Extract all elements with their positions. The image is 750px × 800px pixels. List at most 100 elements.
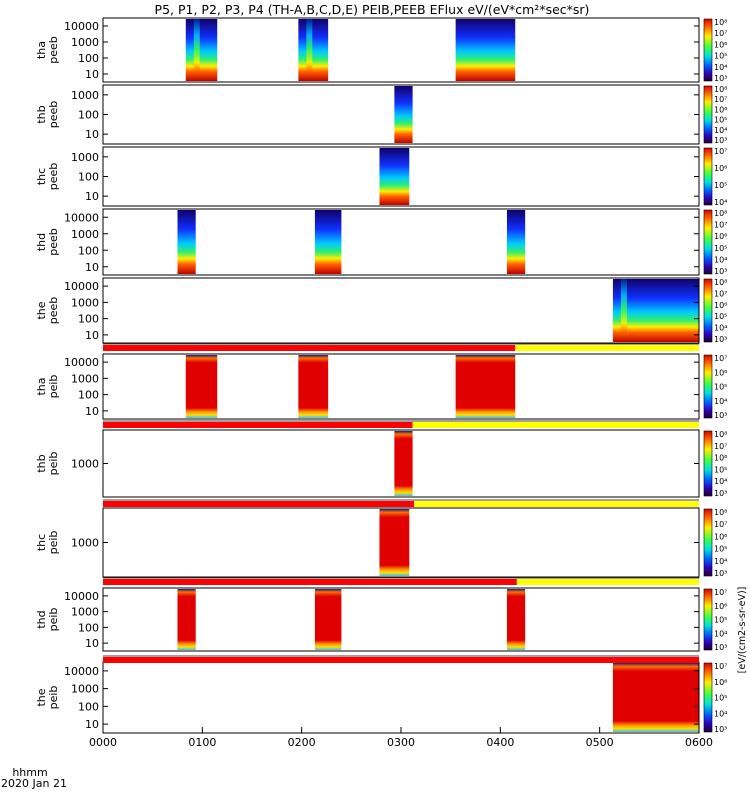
panel-label-product: peib (47, 608, 60, 632)
flag-bar-red-the-peib (103, 657, 699, 663)
colorbar-tick-label: 10⁵ (714, 116, 727, 125)
y-tick-label: 10000 (64, 211, 99, 224)
x-tick-label: 0600 (685, 736, 713, 749)
y-tick-label: 10000 (64, 356, 99, 369)
y-tick-label: 10 (85, 261, 99, 274)
colorbar-tick-label: 10⁵ (714, 465, 727, 474)
panel-label-product: peeb (47, 101, 60, 129)
colorbar-tick-label: 10⁶ (714, 40, 727, 49)
data-block-the-peeb-0 (612, 279, 699, 342)
colorbar-thd-peib (703, 588, 713, 651)
panel-frame-the-peib (102, 661, 700, 734)
colorbar-tick-label: 10⁵ (714, 383, 727, 392)
data-block-thd-peeb-1 (314, 210, 342, 274)
data-streak-the-peeb-0 (620, 279, 627, 342)
colorbar-tick-label: 10⁸ (714, 430, 727, 439)
colorbar-tick-label: 10⁷ (714, 29, 727, 38)
panel-label-product: peeb (47, 36, 60, 64)
y-tick-label: 1000 (71, 606, 99, 619)
colorbar-tick-label: 10⁴ (714, 397, 727, 406)
y-tick-label: 10 (85, 128, 99, 141)
colorbar-tick-label: 10⁴ (714, 557, 727, 566)
colorbar-tick-label: 10⁷ (714, 147, 727, 156)
x-tick-label: 0300 (387, 736, 415, 749)
data-block-thd-peib-1 (314, 589, 342, 650)
panel-thb-peib: 1000 thb peib 10⁸ 10⁷ 10⁶ 10⁵ 10⁴ 10³ (35, 420, 727, 498)
x-tick-label: 0200 (288, 736, 316, 749)
x-tick-label: 0100 (188, 736, 216, 749)
colorbar-tick-label: 10⁶ (714, 301, 727, 310)
x-tick-label: 0000 (89, 736, 117, 749)
panel-label-probe: thd (35, 610, 48, 628)
panel-the-peib: 10000 1000 100 10 the peib 10⁷ 10⁶ 10⁵ 10⁴ 10³ (35, 655, 727, 734)
panel-label-probe: tha (35, 41, 48, 59)
panel-label-product: peib (47, 686, 60, 710)
colorbar-tick-label: 10³ (714, 74, 727, 83)
colorbar-tick-label: 10³ (714, 569, 727, 578)
flag-bar-red-thd-peib (103, 579, 517, 585)
flag-bar-red-tha-peib (103, 345, 516, 351)
colorbar-tick-label: 10⁶ (714, 164, 727, 173)
figure-title: P5, P1, P2, P3, P4 (TH-A,B,C,D,E) PEIB,P… (155, 2, 590, 17)
colorbar-tick-label: 10⁵ (714, 312, 727, 321)
data-block-tha-peib-0 (185, 355, 218, 418)
colorbar-tick-label: 10⁵ (714, 616, 727, 625)
panel-frame-thd-peib (102, 587, 700, 652)
colorbar-thb-peeb (703, 85, 713, 144)
panel-label-product: peeb (47, 163, 60, 191)
y-tick-label: 1000 (71, 228, 99, 241)
colorbar-tick-label: 10⁴ (714, 255, 727, 264)
colorbar-tick-label: 10⁵ (714, 545, 727, 554)
y-tick-label: 10 (85, 329, 99, 342)
colorbar-tick-label: 10³ (714, 411, 727, 420)
flag-bar-yellow-thb-peib (412, 422, 699, 428)
colorbar-thb-peib (703, 430, 713, 497)
y-tick-label: 100 (78, 700, 99, 713)
y-tick-label: 1000 (71, 683, 99, 696)
panel-label-probe: the (35, 688, 48, 706)
flag-bar-yellow-thd-peib (516, 579, 699, 585)
panel-thc-peib: 1000 thc peib 10⁸ 10⁷ 10⁶ 10⁵ 10⁴ 10³ (35, 499, 727, 578)
flag-bar-yellow-tha-peib (515, 345, 699, 351)
colorbar-tick-label: 10⁸ (714, 209, 727, 218)
colorbar-tick-label: 10⁶ (714, 105, 727, 114)
colorbar-the-peib (703, 662, 713, 733)
panel-label-probe: thc (35, 168, 48, 185)
colorbar-tick-label: 10⁵ (714, 181, 727, 190)
y-tick-label: 1000 (71, 151, 99, 164)
data-streak-tha-peeb-0 (193, 19, 200, 81)
y-tick-label: 100 (78, 109, 99, 122)
panel-tha-peib: 10000 1000 100 10 tha peib 10⁷ 10⁶ 10⁵ 10⁴ 10³ (35, 343, 727, 420)
panel-label-product: peib (47, 452, 60, 476)
y-tick-label: 100 (78, 52, 99, 65)
panel-thd-peib: 10000 1000 100 10 thd peib 10⁷ 10⁶ 10⁵ 10⁴ 10³ (35, 577, 727, 652)
panel-label-probe: tha (35, 377, 48, 395)
colorbar-tick-label: 10⁷ (714, 442, 727, 451)
data-block-tha-peeb-1 (298, 19, 329, 81)
panel-label-product: peib (47, 531, 60, 555)
panel-frame-tha-peeb (102, 17, 700, 83)
data-block-thd-peib-2 (506, 589, 526, 650)
colorbar-tick-label: 10³ (714, 136, 727, 145)
colorbar-tick-label: 10⁵ (714, 244, 727, 253)
colorbar-tick-label: 10⁸ (714, 508, 727, 517)
panel-label-probe: thd (35, 233, 48, 251)
y-tick-label: 10 (85, 190, 99, 203)
panel-thc-peeb: 1000 100 10 thc peeb 10⁷ 10⁶ 10⁵ 10⁴ (35, 146, 727, 207)
y-tick-label: 1000 (71, 36, 99, 49)
data-block-tha-peib-1 (298, 355, 329, 418)
colorbar-tick-label: 10⁴ (714, 63, 727, 72)
y-tick-label: 100 (78, 313, 99, 326)
y-tick-label: 10 (85, 718, 99, 731)
flag-bar-red-thc-peib (103, 501, 415, 507)
colorbar-tick-label: 10³ (714, 335, 727, 344)
footer-date-label: 2020 Jan 21 (1, 777, 67, 790)
panel-label-probe: thb (35, 454, 48, 472)
y-tick-label: 10000 (64, 665, 99, 678)
colorbar-tick-label: 10⁸ (714, 278, 727, 287)
colorbar-tick-label: 10⁷ (714, 354, 727, 363)
panel-thd-peeb: 10000 1000 100 10 thd peeb 10⁸ 10⁷ 10⁶ 10⁵ 10⁴ 10³ (35, 208, 727, 276)
data-block-tha-peeb-2 (455, 19, 516, 81)
panel-tha-peeb: 10000 1000 100 10 tha peeb 10⁸ 10⁷ 10⁶ 10⁵ 10⁴ 10³ (35, 17, 727, 83)
data-streak-tha-peeb-1 (306, 19, 313, 81)
